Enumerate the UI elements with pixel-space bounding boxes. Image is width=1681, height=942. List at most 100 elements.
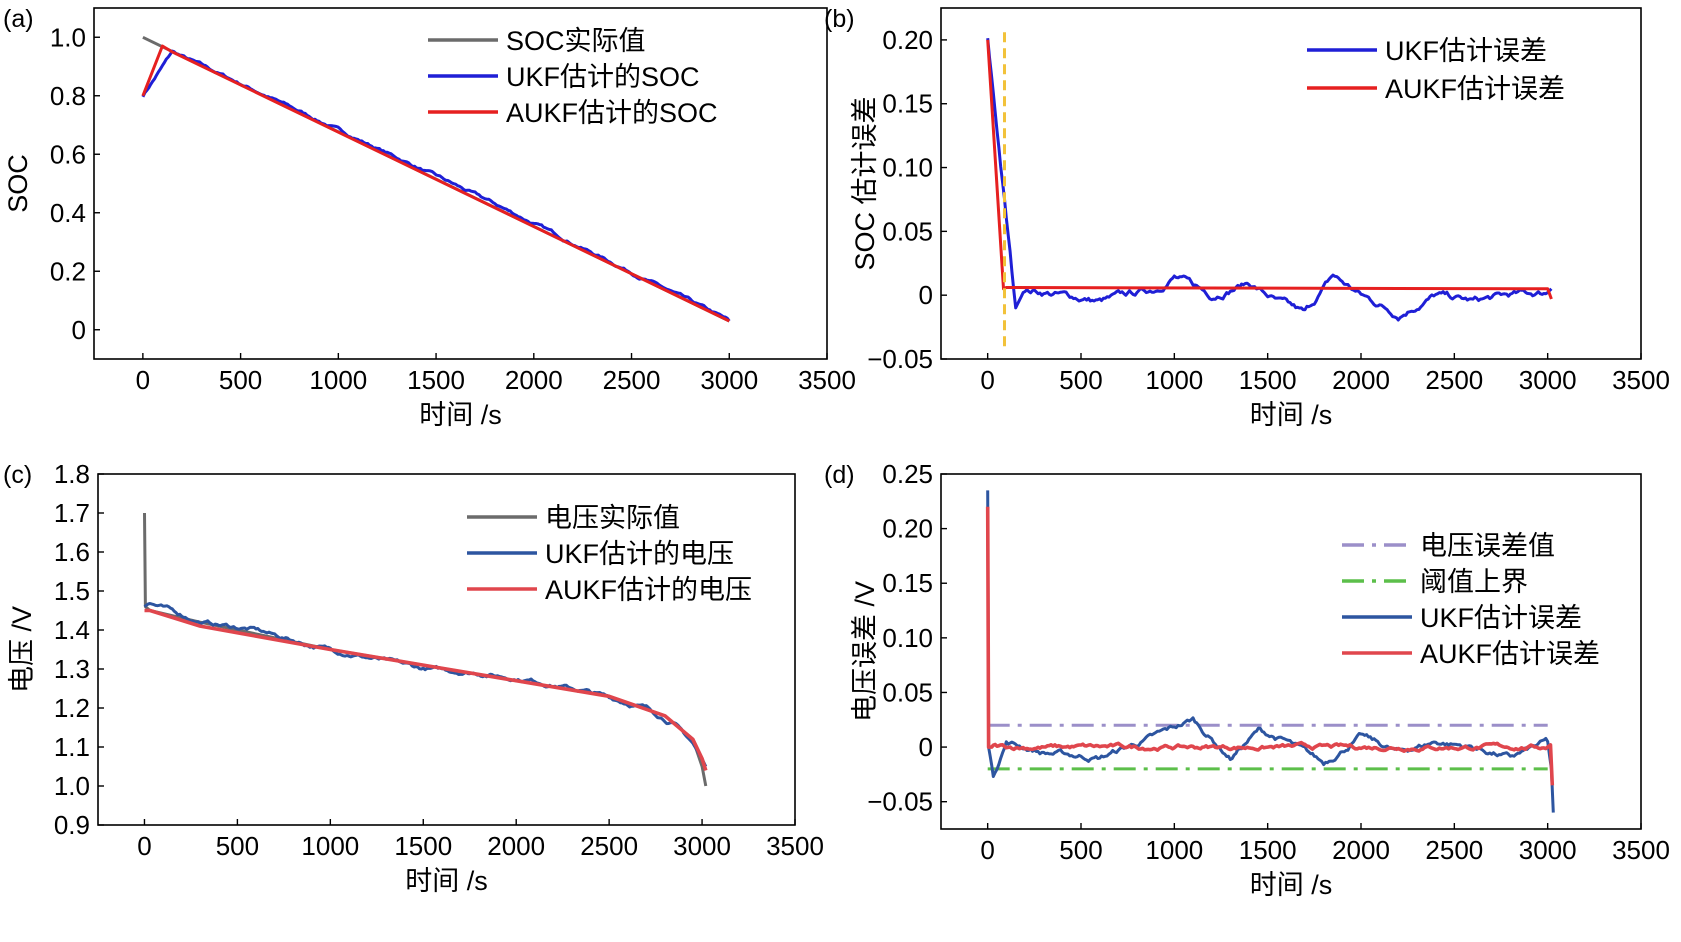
legend-label: SOC实际值 bbox=[506, 26, 646, 56]
legend-label: 阈值上界 bbox=[1420, 567, 1528, 597]
x-tick-label: 1000 bbox=[309, 365, 367, 395]
y-tick-label: 0.10 bbox=[882, 153, 933, 183]
series-line-3 bbox=[141, 44, 730, 323]
plot-area bbox=[986, 27, 1553, 347]
x-tick-label: 500 bbox=[1059, 365, 1102, 395]
legend-label: AUKF估计的电压 bbox=[545, 575, 752, 605]
panel-label: (d) bbox=[824, 461, 855, 489]
x-tick-label: 3500 bbox=[1612, 835, 1670, 865]
x-tick-label: 3500 bbox=[1612, 365, 1670, 395]
panel-label: (a) bbox=[3, 5, 34, 33]
legend-label: UKF估计误差 bbox=[1385, 36, 1547, 66]
y-tick-label: 0.8 bbox=[50, 81, 86, 111]
legend-label: AUKF估计的SOC bbox=[506, 98, 718, 128]
legend-label: UKF估计的电压 bbox=[545, 539, 734, 569]
series-line-2 bbox=[143, 602, 708, 768]
axes-frame bbox=[940, 7, 1642, 360]
x-tick-label: 0 bbox=[980, 835, 994, 865]
x-tick-label: 2500 bbox=[1425, 365, 1483, 395]
x-tick-label: 2500 bbox=[603, 365, 661, 395]
axes-frame bbox=[940, 473, 1642, 830]
x-tick-label: 3000 bbox=[673, 831, 731, 861]
x-tick-label: 3500 bbox=[766, 831, 824, 861]
x-tick-label: 2500 bbox=[580, 831, 638, 861]
y-tick-label: 0.10 bbox=[882, 623, 933, 653]
panel-label: (b) bbox=[824, 5, 855, 33]
x-tick-label: 500 bbox=[216, 831, 259, 861]
x-tick-label: 3000 bbox=[700, 365, 758, 395]
x-tick-label: 1000 bbox=[1145, 365, 1203, 395]
legend-label: UKF估计误差 bbox=[1420, 603, 1582, 633]
x-tick-label: 0 bbox=[136, 365, 150, 395]
axes-frame bbox=[97, 473, 796, 826]
y-tick-label: 1.4 bbox=[54, 615, 90, 645]
y-axis-label: SOC 估计误差 bbox=[850, 96, 880, 270]
y-tick-label: 0.15 bbox=[882, 89, 933, 119]
series-line-1 bbox=[986, 38, 1553, 322]
y-tick-label: 0.05 bbox=[882, 216, 933, 246]
y-tick-label: 0.9 bbox=[54, 810, 90, 840]
x-tick-label: 2000 bbox=[1332, 365, 1390, 395]
y-tick-label: 1.6 bbox=[54, 537, 90, 567]
series-line-3 bbox=[986, 490, 1555, 813]
x-axis-label: 时间 /s bbox=[1250, 870, 1333, 900]
y-tick-label: 0 bbox=[72, 315, 86, 345]
y-axis-label: 电压 /V bbox=[7, 606, 37, 693]
series-line-4 bbox=[985, 506, 1555, 786]
y-tick-label: 0.25 bbox=[882, 459, 933, 489]
y-axis-label: 电压误差 /V bbox=[850, 581, 880, 722]
panel-label: (c) bbox=[3, 461, 32, 489]
y-tick-label: 1.0 bbox=[50, 22, 86, 52]
y-tick-label: 0 bbox=[919, 732, 933, 762]
y-tick-label: 1.1 bbox=[54, 732, 90, 762]
x-tick-label: 1000 bbox=[1145, 835, 1203, 865]
y-axis-label: SOC bbox=[3, 154, 33, 213]
x-tick-label: 1500 bbox=[394, 831, 452, 861]
x-tick-label: 0 bbox=[137, 831, 151, 861]
x-tick-label: 2000 bbox=[1332, 835, 1390, 865]
y-tick-label: 1.0 bbox=[54, 771, 90, 801]
y-tick-label: 0.20 bbox=[882, 514, 933, 544]
chart-panel-c: (c) 0 500 1000 1500 2000 2500 3000 3500 0.9 1.0 1.1… bbox=[3, 459, 824, 896]
x-tick-label: 3000 bbox=[1519, 835, 1577, 865]
y-tick-label: 0.4 bbox=[50, 198, 86, 228]
plot-area bbox=[141, 35, 731, 323]
x-axis-label: 时间 /s bbox=[405, 866, 488, 896]
x-tick-label: 1000 bbox=[301, 831, 359, 861]
plot-area bbox=[985, 490, 1555, 813]
x-tick-label: 1500 bbox=[1239, 835, 1297, 865]
legend: 电压实际值 UKF估计的电压 AUKF估计的电压 bbox=[467, 503, 752, 605]
x-tick-label: 1500 bbox=[1239, 365, 1297, 395]
x-tick-label: 2500 bbox=[1425, 835, 1483, 865]
x-tick-label: 500 bbox=[219, 365, 262, 395]
legend-label: AUKF估计误差 bbox=[1420, 639, 1600, 669]
y-tick-label: 0.20 bbox=[882, 25, 933, 55]
x-tick-label: 500 bbox=[1059, 835, 1102, 865]
y-tick-label: 0.05 bbox=[882, 677, 933, 707]
x-axis-label: 时间 /s bbox=[1250, 400, 1333, 430]
legend: SOC实际值 UKF估计的SOC AUKF估计的SOC bbox=[428, 26, 718, 128]
x-tick-label: 1500 bbox=[407, 365, 465, 395]
y-tick-label: 0.6 bbox=[50, 139, 86, 169]
y-tick-label: 1.7 bbox=[54, 498, 90, 528]
chart-panel-d: (d) 0 500 1000 1500 2000 2500 3000 3500 −0.05 0 0.0… bbox=[824, 459, 1670, 900]
y-tick-label: 0.15 bbox=[882, 568, 933, 598]
series-line-2 bbox=[986, 39, 1553, 300]
x-tick-label: 2000 bbox=[505, 365, 563, 395]
y-tick-label: 1.8 bbox=[54, 459, 90, 489]
y-tick-label: 0.2 bbox=[50, 256, 86, 286]
chart-panel-a: (a) 0 500 1000 1500 2000 2500 3000 3500 0 0.2 0.4 0.… bbox=[3, 5, 856, 430]
plot-area bbox=[143, 512, 708, 787]
y-tick-label: 1.2 bbox=[54, 693, 90, 723]
y-tick-label: −0.05 bbox=[867, 787, 933, 817]
y-tick-label: 0 bbox=[919, 280, 933, 310]
x-axis-label: 时间 /s bbox=[419, 400, 502, 430]
legend-label: 电压实际值 bbox=[545, 503, 680, 533]
axes-frame bbox=[93, 7, 828, 360]
y-tick-label: 1.3 bbox=[54, 654, 90, 684]
x-tick-label: 2000 bbox=[487, 831, 545, 861]
y-tick-label: −0.05 bbox=[867, 344, 933, 374]
legend: UKF估计误差 AUKF估计误差 bbox=[1307, 36, 1565, 104]
